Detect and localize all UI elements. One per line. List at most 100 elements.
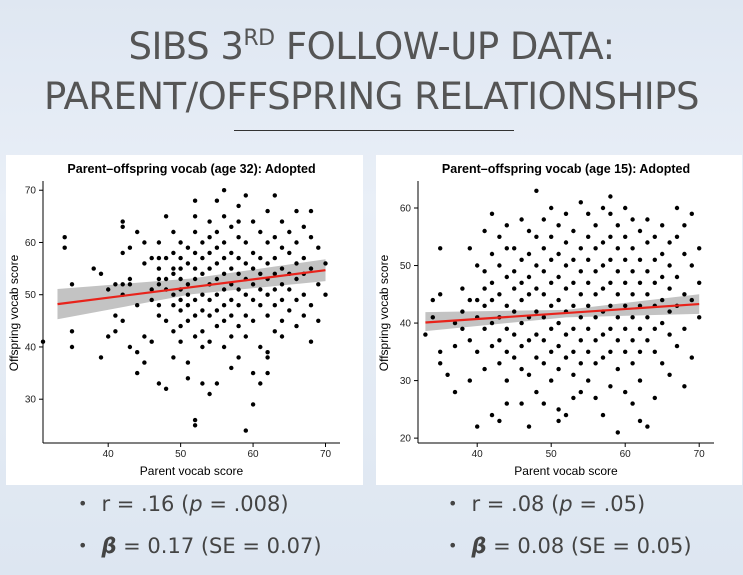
- data-point: [265, 350, 270, 355]
- data-point: [142, 334, 147, 339]
- data-point: [171, 303, 176, 308]
- data-point: [571, 303, 576, 308]
- scatter-chart-age15: Parent–offspring vocab (age 15): Adopted…: [376, 155, 742, 485]
- data-point: [258, 381, 263, 386]
- data-point: [504, 326, 509, 331]
- data-point: [120, 224, 125, 229]
- data-point: [652, 280, 657, 285]
- data-point: [682, 223, 687, 228]
- data-point: [91, 266, 96, 271]
- data-point: [512, 309, 517, 314]
- data-point: [438, 292, 443, 297]
- data-point: [279, 266, 285, 271]
- data-point: [534, 332, 539, 337]
- data-point: [512, 286, 517, 291]
- y-tick-label: 50: [25, 290, 37, 301]
- data-point: [541, 292, 546, 297]
- data-point: [667, 332, 672, 337]
- data-point: [630, 246, 635, 251]
- data-point: [623, 303, 628, 308]
- data-point: [578, 338, 583, 343]
- data-point: [178, 297, 183, 303]
- regression-line: [425, 302, 700, 324]
- data-point: [279, 282, 285, 287]
- data-point: [120, 219, 125, 224]
- data-point: [200, 344, 205, 350]
- data-point: [163, 386, 169, 391]
- data-point: [667, 309, 672, 314]
- data-point: [660, 251, 665, 257]
- data-point: [142, 360, 147, 365]
- data-point: [452, 320, 458, 326]
- data-point: [250, 370, 256, 376]
- data-point: [171, 266, 176, 271]
- data-point: [526, 274, 532, 280]
- data-point: [615, 315, 620, 320]
- data-point: [541, 269, 546, 274]
- data-point: [652, 395, 657, 401]
- data-point: [549, 280, 554, 285]
- data-point: [541, 246, 546, 251]
- data-point: [178, 255, 183, 261]
- data-point: [630, 217, 635, 222]
- data-point: [571, 257, 576, 262]
- data-point: [192, 250, 198, 256]
- data-point: [294, 297, 299, 303]
- data-point: [301, 255, 306, 261]
- data-point: [149, 297, 154, 303]
- data-point: [645, 338, 650, 343]
- data-point: [608, 384, 613, 389]
- data-point: [258, 271, 263, 276]
- data-point: [615, 430, 620, 435]
- data-point: [207, 297, 212, 303]
- data-point: [127, 282, 133, 287]
- data-point: [467, 378, 472, 383]
- data-point: [229, 297, 234, 303]
- data-point: [250, 266, 256, 271]
- data-point: [192, 229, 198, 235]
- data-point: [586, 257, 591, 262]
- slide-title: SIBS 3RD FOLLOW-UP DATA: PARENT/OFFSPRIN…: [0, 14, 743, 122]
- data-point: [149, 255, 154, 261]
- data-point: [623, 389, 628, 395]
- data-point: [287, 229, 292, 235]
- data-point: [120, 318, 125, 323]
- title-superscript: RD: [243, 26, 275, 51]
- data-point: [600, 205, 606, 211]
- data-point: [221, 271, 227, 276]
- title-line-2: PARENT/OFFSPRING RELATIONSHIPS: [44, 75, 699, 118]
- data-point: [221, 255, 227, 261]
- data-point: [149, 339, 154, 344]
- data-point: [608, 211, 613, 216]
- data-point: [62, 245, 67, 250]
- data-point: [563, 211, 569, 216]
- data-point: [630, 401, 635, 406]
- x-tick-label: 50: [175, 449, 187, 460]
- data-point: [534, 263, 539, 268]
- data-point: [623, 349, 628, 354]
- data-point: [637, 228, 643, 234]
- x-axis-label: Parent vocab score: [140, 464, 244, 478]
- data-point: [221, 344, 227, 350]
- data-point: [541, 401, 546, 406]
- data-point: [682, 326, 687, 331]
- data-point: [489, 412, 495, 418]
- data-point: [489, 343, 495, 349]
- data-point: [482, 326, 487, 331]
- data-point: [526, 372, 532, 377]
- data-point: [593, 395, 598, 401]
- beta-symbol: β: [101, 534, 117, 558]
- data-point: [142, 261, 147, 266]
- data-point: [185, 292, 191, 297]
- data-points: [40, 188, 328, 433]
- data-point: [301, 313, 306, 318]
- data-point: [600, 240, 606, 245]
- data-point: [214, 245, 220, 250]
- data-point: [250, 250, 256, 256]
- x-tick-label: 70: [694, 449, 706, 460]
- data-point: [504, 349, 509, 354]
- data-point: [519, 257, 524, 262]
- data-point: [185, 282, 191, 287]
- data-point: [430, 297, 435, 303]
- data-point: [586, 349, 591, 354]
